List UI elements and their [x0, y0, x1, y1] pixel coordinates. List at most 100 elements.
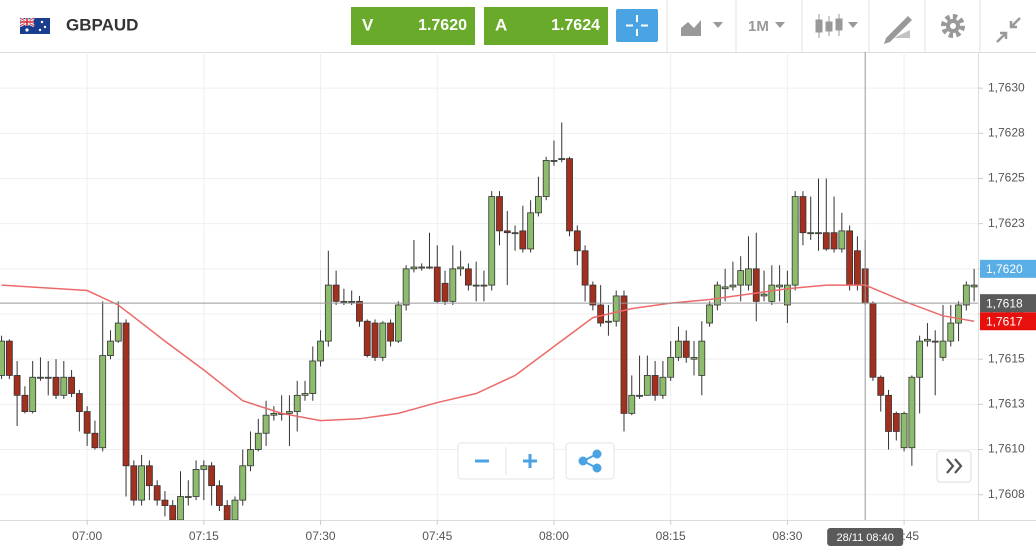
x-tick-label: 07:00	[72, 529, 102, 543]
plot	[0, 122, 978, 520]
share-button[interactable]	[565, 442, 615, 480]
candle-body	[317, 340, 324, 362]
y-tick-label: 1,7623	[988, 216, 1025, 230]
crosshair-x-box	[827, 528, 904, 546]
scroll-right-button[interactable]	[936, 450, 972, 483]
buy-label[interactable]: A	[495, 15, 507, 34]
drawing-button[interactable]	[884, 16, 912, 44]
candle-body	[519, 230, 527, 250]
flag	[19, 16, 50, 34]
candle-body	[675, 340, 682, 358]
sell-price[interactable]: 1.7620	[418, 17, 467, 34]
candle-body	[239, 465, 247, 501]
candle-body	[75, 393, 83, 412]
candle-body	[247, 449, 254, 467]
candle-body	[822, 232, 830, 250]
toolbar-separators	[666, 0, 981, 52]
sell-bg[interactable]	[351, 7, 475, 45]
candle-body	[122, 322, 130, 467]
candle-body	[161, 499, 169, 506]
moving-average	[1, 284, 975, 422]
candle-body	[91, 432, 99, 449]
candle-body	[729, 284, 737, 288]
candle-body	[169, 505, 177, 520]
candle-body	[768, 284, 776, 302]
candle-body	[620, 295, 628, 414]
price-marker-label: 1,7620	[986, 262, 1023, 276]
y-tick-label: 1,7608	[988, 487, 1025, 501]
candle-body	[293, 394, 301, 412]
candle-body	[60, 376, 68, 396]
candle-body	[13, 375, 21, 396]
candle-body	[99, 355, 107, 449]
sell-button[interactable]: V 1.7620	[351, 7, 475, 45]
timeframe-button[interactable]: 1M	[748, 18, 785, 35]
settings-button[interactable]	[941, 14, 965, 38]
crosshair-y-label: 1,7618	[986, 296, 1023, 310]
candle-body	[68, 376, 75, 394]
candle-body	[457, 266, 465, 270]
candle-body	[955, 304, 962, 324]
collapse-button[interactable]	[996, 17, 1021, 43]
candle-body	[254, 432, 262, 450]
candle-body	[130, 465, 138, 501]
candle-body	[286, 411, 293, 414]
crosshair-button[interactable]	[616, 9, 658, 42]
candle-body	[892, 412, 900, 432]
candle-body	[527, 212, 535, 250]
price-marker	[980, 312, 1036, 331]
candle-body	[815, 232, 822, 235]
candle-body	[667, 356, 675, 378]
candle-body	[737, 270, 745, 286]
candle-body	[659, 376, 667, 396]
candle-body	[783, 284, 791, 306]
candle-body	[387, 322, 394, 342]
candle-body	[924, 338, 931, 342]
candle-body	[192, 469, 200, 497]
y-tick-label: 1,7625	[988, 171, 1025, 185]
candle-body	[200, 465, 208, 470]
candle-body	[760, 293, 768, 297]
candle-body	[916, 340, 924, 378]
buy-button[interactable]: A 1.7624	[484, 7, 608, 45]
y-tick-label: 1,7613	[988, 397, 1025, 411]
candle-body	[706, 304, 713, 324]
crosshair-x-label: 28/11 08:40	[837, 532, 894, 544]
x-tick-label: 07:45	[422, 529, 452, 543]
candle-body	[449, 268, 457, 302]
crosshair-y-box	[980, 294, 1036, 313]
candle-body	[433, 266, 441, 302]
zoom-in[interactable]	[523, 454, 537, 468]
candle-body	[713, 284, 721, 306]
candle-body	[542, 160, 550, 197]
candle-body	[939, 340, 947, 358]
timeframe[interactable]: 1M	[748, 18, 769, 35]
buy-price[interactable]: 1.7624	[551, 17, 600, 34]
share-icon[interactable]	[578, 449, 602, 473]
candle-body	[107, 340, 114, 356]
candle-body	[854, 250, 861, 286]
sell-label[interactable]: V	[362, 15, 374, 34]
candle-body	[464, 268, 472, 286]
candle-body	[216, 485, 223, 506]
candle-body	[900, 412, 908, 449]
candle-body	[5, 340, 13, 376]
buy-bg[interactable]	[484, 7, 608, 45]
candle-style-button[interactable]	[815, 14, 858, 38]
candle-body	[791, 196, 799, 286]
candle-body	[379, 322, 387, 358]
candle-body	[869, 302, 877, 378]
candle-body	[651, 375, 659, 396]
candle-body	[402, 268, 410, 306]
candle-body	[589, 284, 597, 306]
candle-body	[566, 158, 573, 232]
candle-body	[208, 465, 216, 487]
x-tick-label: 07:30	[306, 529, 336, 543]
candle-body	[29, 376, 37, 412]
candle-body	[612, 295, 620, 322]
candle-body	[721, 286, 729, 290]
candle-body	[356, 300, 363, 322]
candle-body	[503, 230, 511, 234]
price-marker-label: 1,7617	[986, 314, 1023, 328]
chart-type-button[interactable]	[681, 20, 723, 36]
